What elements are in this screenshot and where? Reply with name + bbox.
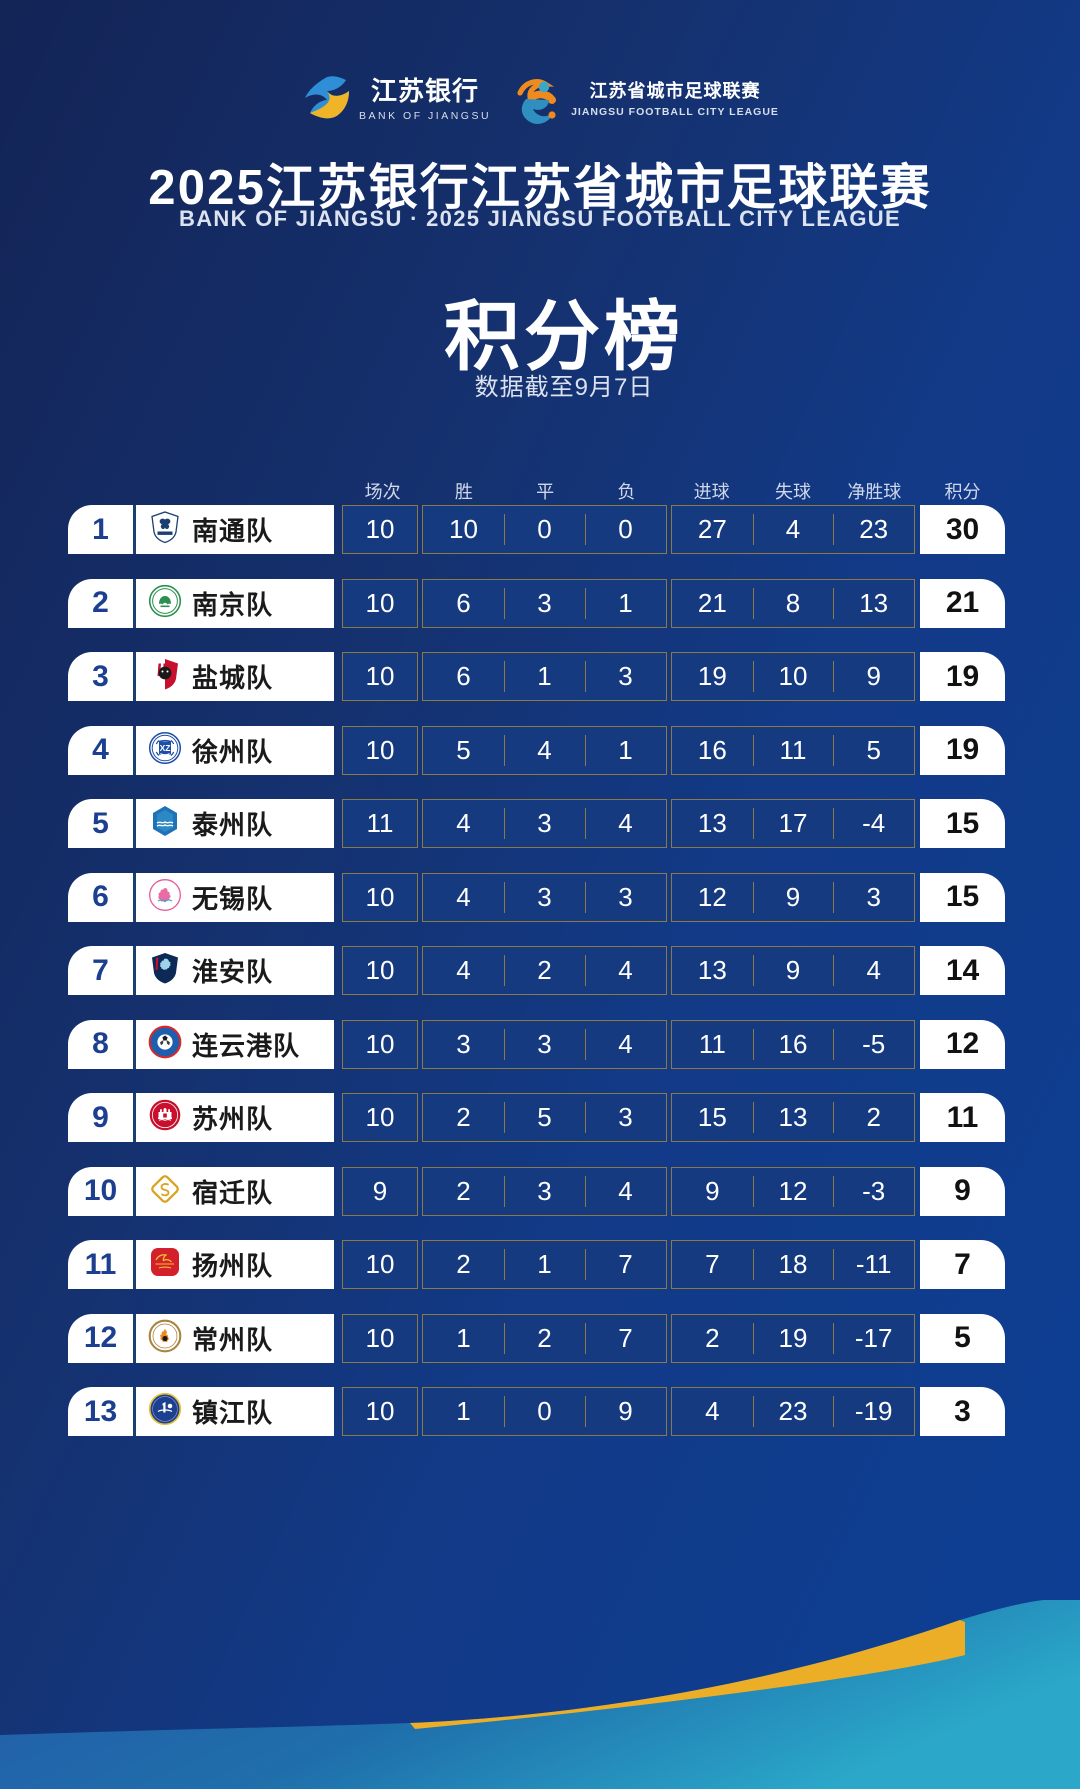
- svg-text:XZ: XZ: [160, 743, 171, 753]
